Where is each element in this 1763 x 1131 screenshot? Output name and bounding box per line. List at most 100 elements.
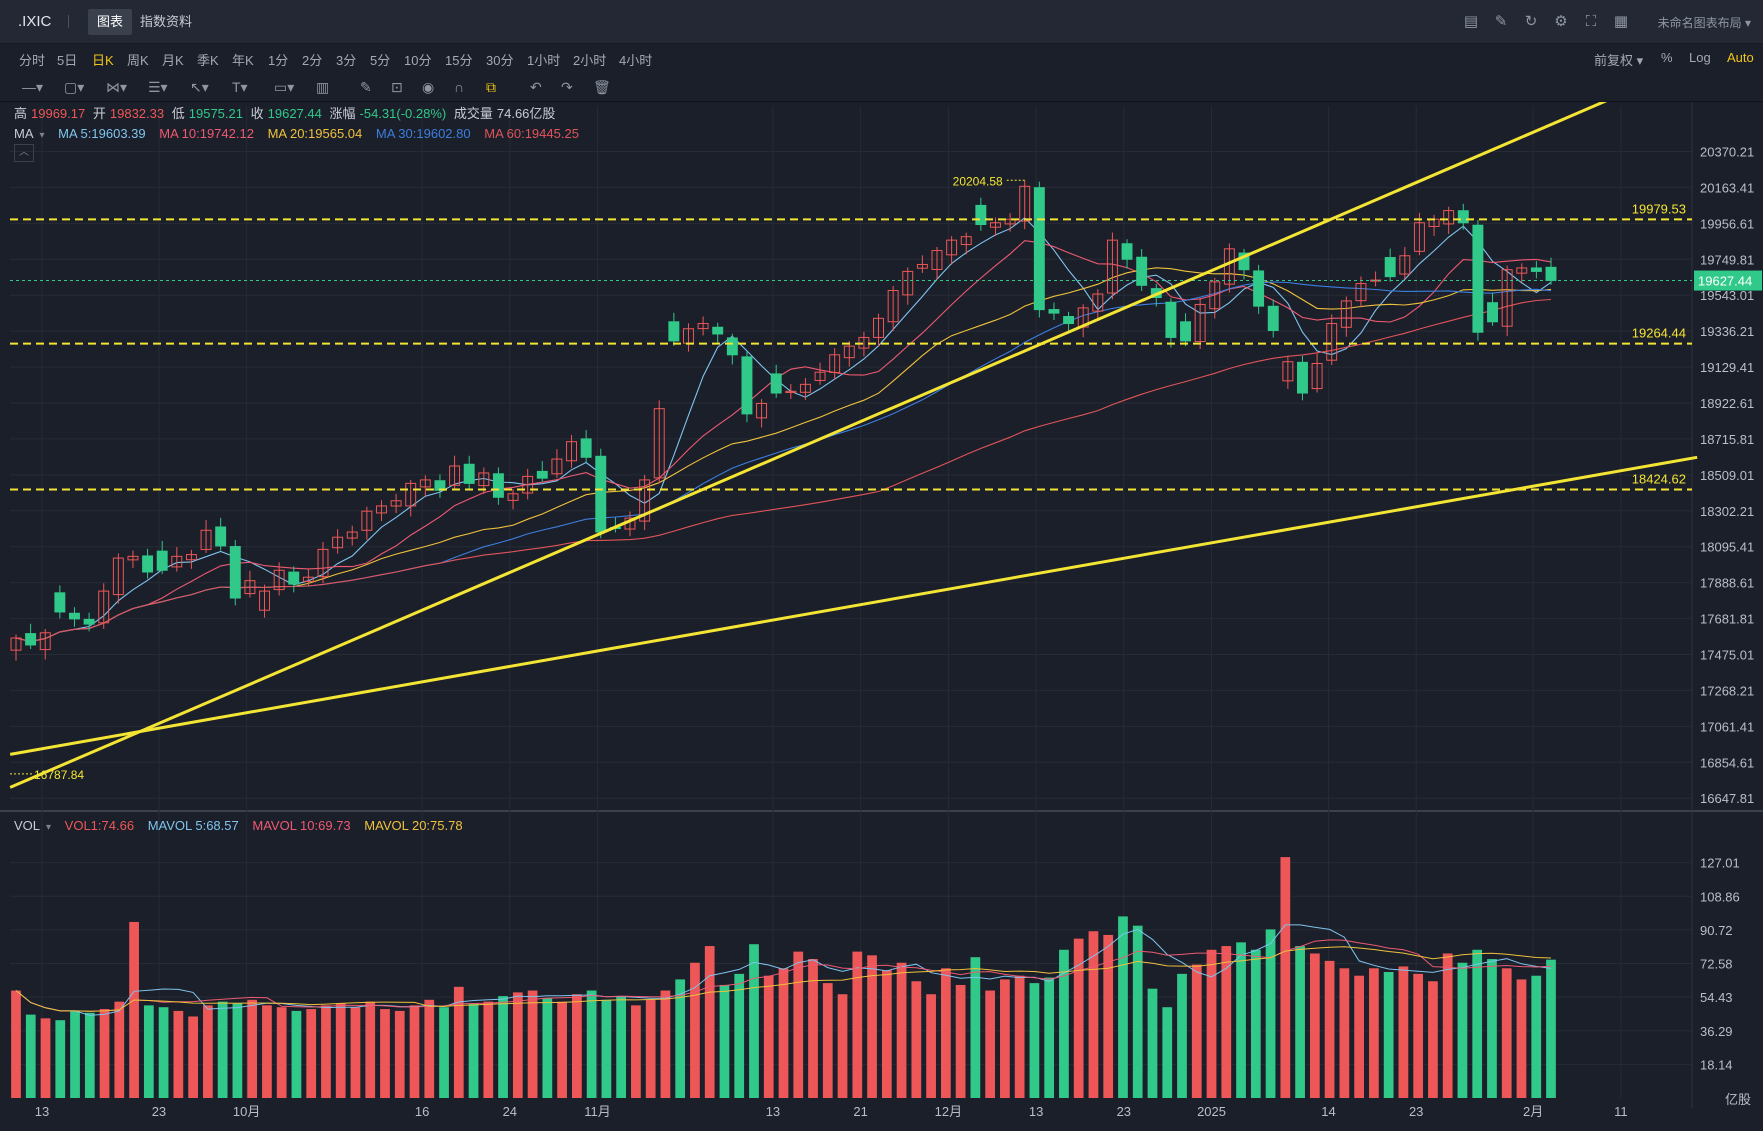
period-30min[interactable]: 30分 xyxy=(486,53,514,68)
line-tool-icon[interactable]: —▾ xyxy=(22,79,44,95)
period-weekly[interactable]: 周K xyxy=(127,53,149,68)
price-tick-label: 20163.41 xyxy=(1700,180,1754,195)
chevron-down-icon[interactable]: ▾ xyxy=(46,822,52,833)
vol-title[interactable]: VOL xyxy=(14,818,41,833)
volume-bar xyxy=(1118,916,1128,1098)
volume-bar xyxy=(1531,975,1542,1098)
volume-bar xyxy=(1442,953,1453,1098)
period-5min[interactable]: 5分 xyxy=(370,53,391,68)
price-tick-label: 16647.81 xyxy=(1700,791,1754,806)
volume-bar xyxy=(763,975,774,1098)
candle-body xyxy=(288,571,300,585)
price-axis: 20370.21 20163.41 19956.61 19749.81 19543.01… xyxy=(1700,144,1754,806)
period-bar: 分时 5日 日K 周K 月K 季K 年K 1分 2分 3分 5分 10分 15分… xyxy=(0,44,1763,74)
candle-body xyxy=(25,633,37,646)
period-5day[interactable]: 5日 xyxy=(57,53,78,68)
fullscreen-icon[interactable]: ⛶ xyxy=(1585,13,1597,30)
arrow-tool-icon[interactable]: ↖▾ xyxy=(190,79,209,95)
period-yearly[interactable]: 年K xyxy=(232,53,254,68)
eye-icon[interactable]: ◉ xyxy=(422,79,435,95)
ma-legend[interactable]: MA ▾ MA 5:19603.39 MA 10:19742.12 MA 20:1… xyxy=(14,126,589,141)
period-3min[interactable]: 3分 xyxy=(336,53,357,68)
layout-name-dropdown[interactable]: 未命名图表布局 ▾ xyxy=(1658,14,1751,31)
period-4hour[interactable]: 4小时 xyxy=(619,53,653,68)
mavol20-value: MAVOL 20:75.78 xyxy=(364,818,463,833)
candle-body xyxy=(1311,362,1323,390)
draw-pen-icon[interactable]: ✎ xyxy=(1494,13,1508,30)
link-icon[interactable]: ⧉ xyxy=(486,79,496,95)
redo-icon[interactable]: ↷ xyxy=(561,79,573,95)
period-1hour[interactable]: 1小时 xyxy=(527,53,561,68)
volume-bar xyxy=(852,951,863,1098)
volume-bar xyxy=(394,1010,405,1098)
candle-body xyxy=(302,576,314,582)
trend-lines[interactable] xyxy=(9,98,1698,789)
volume-bar xyxy=(1369,968,1379,1098)
text-tool-icon[interactable]: T▾ xyxy=(232,79,248,95)
rectangle-tool-icon[interactable]: ▢▾ xyxy=(64,79,85,95)
volume-bar xyxy=(1044,977,1055,1098)
candle-body xyxy=(171,555,183,568)
log-toggle[interactable]: Log xyxy=(1689,50,1711,65)
measure-tool-icon[interactable]: ▥ xyxy=(316,79,330,95)
symbol-title[interactable]: .IXIC xyxy=(18,13,52,30)
time-tick-label: 10月 xyxy=(233,1104,260,1119)
label-tool-icon[interactable]: ▭▾ xyxy=(274,79,295,95)
candle-body xyxy=(1443,210,1455,225)
collapse-indicator-button[interactable]: ︿ xyxy=(14,144,34,162)
trash-icon[interactable]: 🗑 xyxy=(593,79,611,95)
adjust-dropdown[interactable]: 前复权 ▾ xyxy=(1594,50,1643,69)
price-tick-label: 17268.21 xyxy=(1700,683,1754,698)
period-intraday[interactable]: 分时 xyxy=(19,53,46,68)
chart-type-icon[interactable]: ▤ xyxy=(1463,13,1479,30)
pattern-tool-icon[interactable]: ⋈▾ xyxy=(106,79,128,95)
volume-bar xyxy=(232,1003,243,1098)
period-2hour[interactable]: 2小时 xyxy=(573,53,607,68)
gear-icon[interactable]: ⚙ xyxy=(1554,13,1568,30)
high-value: 19969.17 xyxy=(31,106,86,121)
price-tick-label: 19336.21 xyxy=(1700,324,1754,339)
volume-legend[interactable]: VOL ▾ VOL1:74.66 MAVOL 5:68.57 MAVOL 10:6… xyxy=(14,818,473,833)
candle-body xyxy=(1194,303,1206,343)
ma10-line xyxy=(15,240,1552,643)
brush-icon[interactable]: ✎ xyxy=(360,79,372,95)
price-annotations: 20204.58 16787.84 xyxy=(10,174,1025,782)
level-label: 19979.53 xyxy=(1632,201,1686,216)
candle-body xyxy=(507,493,519,501)
refresh-icon[interactable]: ↻ xyxy=(1524,13,1538,30)
period-2min[interactable]: 2分 xyxy=(302,53,323,68)
period-15min[interactable]: 15分 xyxy=(445,53,473,68)
period-1min[interactable]: 1分 xyxy=(268,53,289,68)
period-10min[interactable]: 10分 xyxy=(404,53,432,68)
ma20-value: MA 20:19565.04 xyxy=(267,126,363,141)
chevron-down-icon[interactable]: ▾ xyxy=(39,130,45,141)
candle-body xyxy=(83,618,95,625)
auto-toggle[interactable]: Auto xyxy=(1727,50,1754,65)
volume-value: 74.66亿股 xyxy=(496,106,556,121)
fib-tool-icon[interactable]: ☰▾ xyxy=(148,79,168,95)
undo-icon[interactable]: ↶ xyxy=(530,79,542,95)
lock-icon[interactable]: ⊡ xyxy=(391,79,403,95)
candle-body xyxy=(566,441,577,462)
tab-chart[interactable]: 图表 xyxy=(88,9,133,35)
volume-bar xyxy=(483,1001,494,1098)
ma-title[interactable]: MA xyxy=(14,126,34,141)
magnet-icon[interactable]: ∩ xyxy=(454,79,465,95)
change-value: -54.31(-0.28%) xyxy=(359,106,447,121)
candle-body xyxy=(946,239,958,256)
candle-body xyxy=(1413,222,1425,252)
high-label: 高 xyxy=(14,106,28,121)
horizontal-level-lines[interactable]: 19979.53 19264.44 18424.62 19627.44 xyxy=(10,201,1762,491)
period-daily[interactable]: 日K xyxy=(92,50,114,74)
low-marker-label: 16787.84 xyxy=(34,768,84,782)
period-monthly[interactable]: 月K xyxy=(162,53,184,68)
grid-layout-icon[interactable]: ▦ xyxy=(1613,13,1629,30)
open-label: 开 xyxy=(92,106,106,121)
tab-index-info[interactable]: 指数资料 xyxy=(140,14,193,29)
period-quarterly[interactable]: 季K xyxy=(197,53,219,68)
percent-toggle[interactable]: % xyxy=(1661,50,1673,65)
candle-body xyxy=(668,321,680,342)
volume-tick-label: 127.01 xyxy=(1700,856,1740,871)
volume-bar xyxy=(1162,1007,1173,1098)
